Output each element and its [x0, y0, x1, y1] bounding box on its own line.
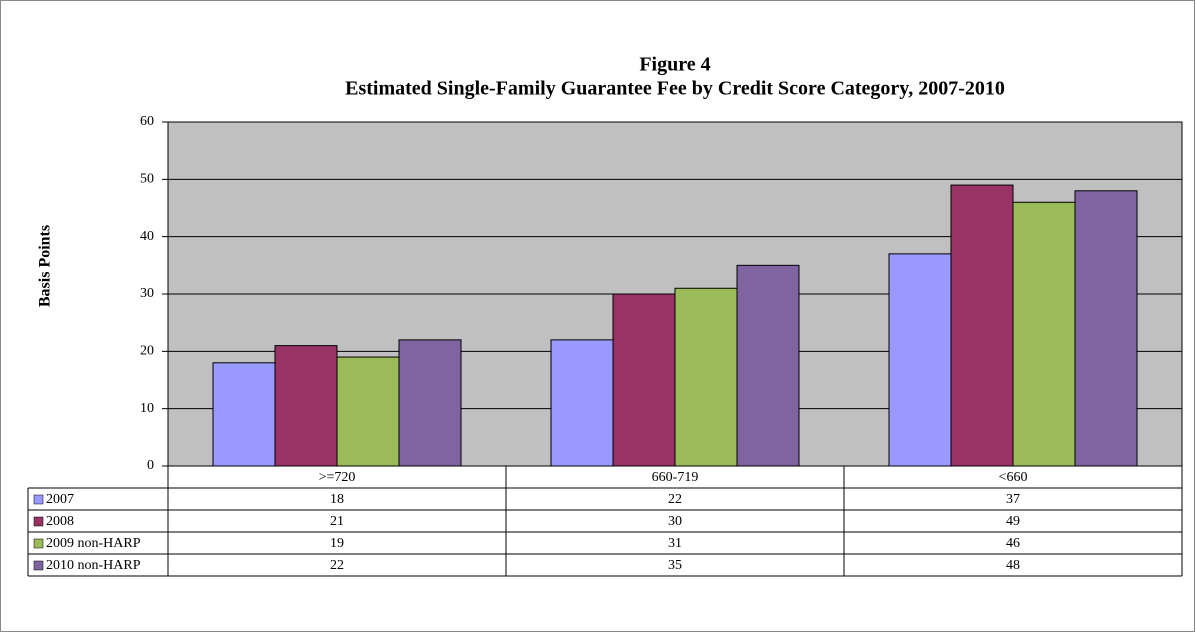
bar	[888, 253, 952, 467]
legend-swatch	[33, 560, 44, 571]
bar	[336, 356, 400, 467]
y-tick-label: 10	[140, 401, 154, 416]
table-value: 35	[668, 558, 682, 573]
bar	[950, 184, 1014, 467]
table-value: 46	[1006, 536, 1020, 551]
y-tick-label: 0	[147, 458, 154, 473]
bar	[550, 339, 614, 467]
table-value: 48	[1006, 558, 1020, 573]
table-value: 18	[330, 492, 344, 507]
chart-subtitle: Estimated Single-Family Guarantee Fee by…	[345, 78, 1005, 100]
legend-label: 2007	[46, 492, 74, 507]
table-value: 21	[330, 514, 344, 529]
bar	[398, 339, 462, 467]
x-tick-label: 660-719	[652, 470, 699, 485]
table-value: 30	[668, 514, 682, 529]
chart-title: Figure 4	[639, 54, 710, 76]
bar	[736, 264, 800, 467]
table-value: 49	[1006, 514, 1020, 529]
y-tick-label: 50	[140, 172, 154, 187]
y-tick-label: 40	[140, 229, 154, 244]
legend-swatch	[33, 538, 44, 549]
bar	[1012, 201, 1076, 467]
bar	[212, 362, 276, 467]
bar	[1074, 190, 1138, 467]
table-value: 19	[330, 536, 344, 551]
table-value: 22	[330, 558, 344, 573]
legend-label: 2010 non-HARP	[46, 558, 141, 573]
legend-swatch	[33, 494, 44, 505]
legend-label: 2009 non-HARP	[46, 536, 141, 551]
table-value: 31	[668, 536, 682, 551]
y-axis-label: Basis Points	[37, 225, 54, 307]
legend-swatch	[33, 516, 44, 527]
table-value: 37	[1006, 492, 1020, 507]
bar	[274, 345, 338, 467]
y-tick-label: 60	[140, 114, 154, 129]
bar	[612, 293, 676, 467]
bar	[674, 287, 738, 467]
x-tick-label: >=720	[319, 470, 356, 485]
table-value: 22	[668, 492, 682, 507]
y-tick-label: 30	[140, 286, 154, 301]
legend-label: 2008	[46, 514, 74, 529]
y-tick-label: 20	[140, 344, 154, 359]
x-tick-label: <660	[999, 470, 1028, 485]
